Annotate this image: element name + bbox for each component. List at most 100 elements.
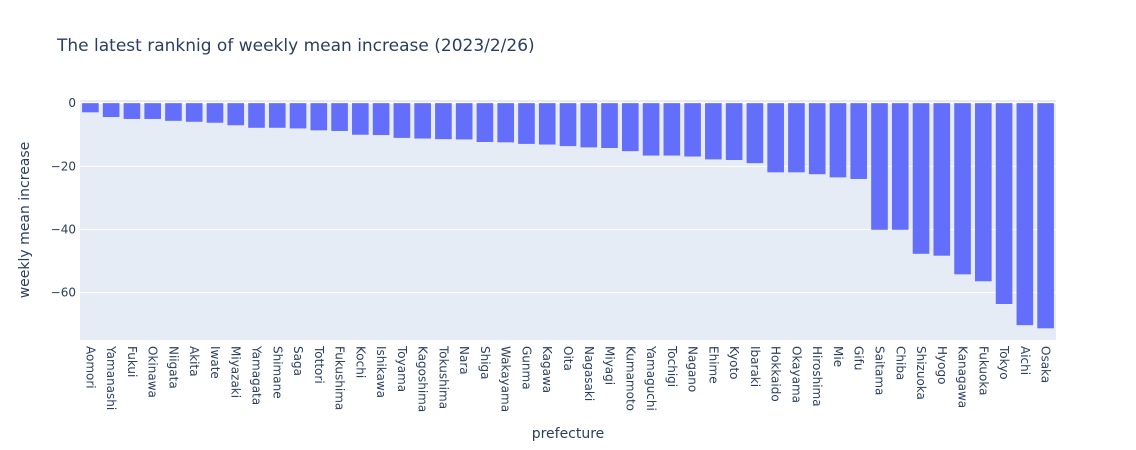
bar[interactable] [144, 103, 161, 119]
bar[interactable] [227, 103, 245, 126]
x-tick-label: Okayama [789, 346, 803, 403]
bar[interactable] [289, 103, 307, 129]
bar[interactable] [1037, 103, 1054, 329]
x-tick-label: Saga [291, 346, 305, 376]
x-tick-label: Kanagawa [956, 346, 970, 408]
x-tick-label: Chiba [893, 346, 907, 380]
bar[interactable] [684, 103, 701, 157]
x-tick-label: Kagawa [540, 346, 554, 393]
x-tick-label: Gifu [852, 346, 866, 370]
x-tick-label: Oita [561, 346, 575, 371]
x-tick-label: Shizuoka [914, 346, 928, 400]
x-tick-label: Kagoshima [416, 346, 430, 412]
bar[interactable] [725, 103, 743, 160]
x-tick-label: Saitama [872, 346, 886, 395]
x-tick-label: Nara [457, 346, 471, 375]
x-tick-label: Tochigi [665, 345, 679, 387]
x-tick-label: Gunma [519, 346, 533, 390]
x-tick-label: Nagasaki [582, 346, 596, 401]
bar[interactable] [248, 103, 265, 128]
x-tick-label: Okinawa [146, 346, 160, 398]
x-axis-ticks: Aomori Yamanashi Fukui Okinawa Niigata Akita I… [83, 345, 1052, 412]
bar[interactable] [912, 103, 930, 254]
x-axis-title: prefecture [532, 426, 605, 442]
bar[interactable] [995, 103, 1013, 304]
x-tick-label: Tokushima [436, 345, 450, 409]
y-tick-label: −20 [51, 159, 76, 173]
bar[interactable] [767, 103, 784, 173]
x-tick-label: Kumamoto [623, 346, 637, 411]
bar[interactable] [435, 103, 452, 140]
x-tick-label: Ishikawa [374, 346, 388, 398]
bar[interactable] [705, 103, 722, 160]
bar[interactable] [372, 103, 390, 136]
x-tick-label: Mie [831, 346, 845, 367]
x-tick-label: Fukushima [333, 346, 347, 410]
x-tick-label: Ibaraki [748, 346, 762, 387]
x-tick-label: Kyoto [727, 346, 741, 380]
bar[interactable] [1016, 103, 1034, 326]
bar[interactable] [331, 103, 348, 131]
x-tick-label: Aomori [83, 346, 97, 389]
bar[interactable] [746, 103, 764, 164]
x-tick-label: Niigata [166, 346, 180, 389]
bar[interactable] [497, 103, 515, 143]
bar[interactable] [788, 103, 805, 173]
x-tick-label: Tottori [312, 345, 326, 384]
bar[interactable] [933, 103, 951, 256]
bar[interactable] [310, 103, 328, 131]
bar[interactable] [891, 103, 909, 230]
bar[interactable] [850, 103, 868, 179]
x-tick-label: Shiga [478, 346, 492, 380]
bar[interactable] [352, 103, 369, 135]
y-axis-ticks: 0 −20 −40 −60 [51, 96, 76, 299]
bar[interactable] [871, 103, 888, 230]
x-tick-label: Hokkaido [769, 346, 783, 402]
bar[interactable] [518, 103, 535, 144]
x-tick-label: Toyama [395, 345, 409, 392]
bar[interactable] [414, 103, 431, 139]
x-tick-label: Tokyo [997, 345, 1011, 380]
x-tick-label: Fukuoka [976, 346, 990, 395]
bar[interactable] [621, 103, 639, 152]
x-tick-label: Osaka [1039, 346, 1053, 383]
bar[interactable] [455, 103, 473, 140]
bar[interactable] [559, 103, 577, 147]
bar[interactable] [954, 103, 971, 275]
bar[interactable] [206, 103, 224, 123]
x-tick-label: Nagano [686, 346, 700, 392]
x-tick-label: Wakayama [499, 346, 513, 412]
bar[interactable] [185, 103, 203, 122]
y-tick-label: 0 [68, 96, 76, 110]
bar[interactable] [476, 103, 494, 142]
x-tick-label: Ehime [706, 346, 720, 384]
x-tick-label: Hiroshima [810, 346, 824, 407]
chart-title: The latest ranknig of weekly mean increa… [56, 36, 535, 56]
y-tick-label: −40 [51, 222, 76, 236]
bar[interactable] [642, 103, 660, 156]
bars [82, 103, 1054, 329]
bar[interactable] [580, 103, 598, 148]
bar[interactable] [102, 103, 120, 118]
bar[interactable] [975, 103, 992, 282]
bar[interactable] [165, 103, 182, 121]
x-tick-label: Iwate [208, 346, 222, 379]
x-tick-label: Miyagi [603, 346, 617, 385]
bar[interactable] [601, 103, 618, 148]
bar[interactable] [268, 103, 286, 128]
x-tick-label: Yamanashi [104, 345, 118, 410]
y-axis-title: weekly mean increase [17, 142, 33, 299]
bar[interactable] [829, 103, 847, 178]
x-tick-label: Yamaguchi [644, 345, 658, 411]
bar[interactable] [123, 103, 141, 119]
x-tick-label: Hyogo [935, 346, 949, 384]
bar[interactable] [82, 103, 99, 113]
x-tick-label: Fukui [125, 346, 139, 377]
y-tick-label: −60 [51, 286, 76, 300]
bar[interactable] [808, 103, 826, 175]
bar[interactable] [538, 103, 556, 145]
bar[interactable] [663, 103, 681, 156]
x-tick-label: Kochi [353, 346, 367, 378]
bar[interactable] [393, 103, 411, 138]
